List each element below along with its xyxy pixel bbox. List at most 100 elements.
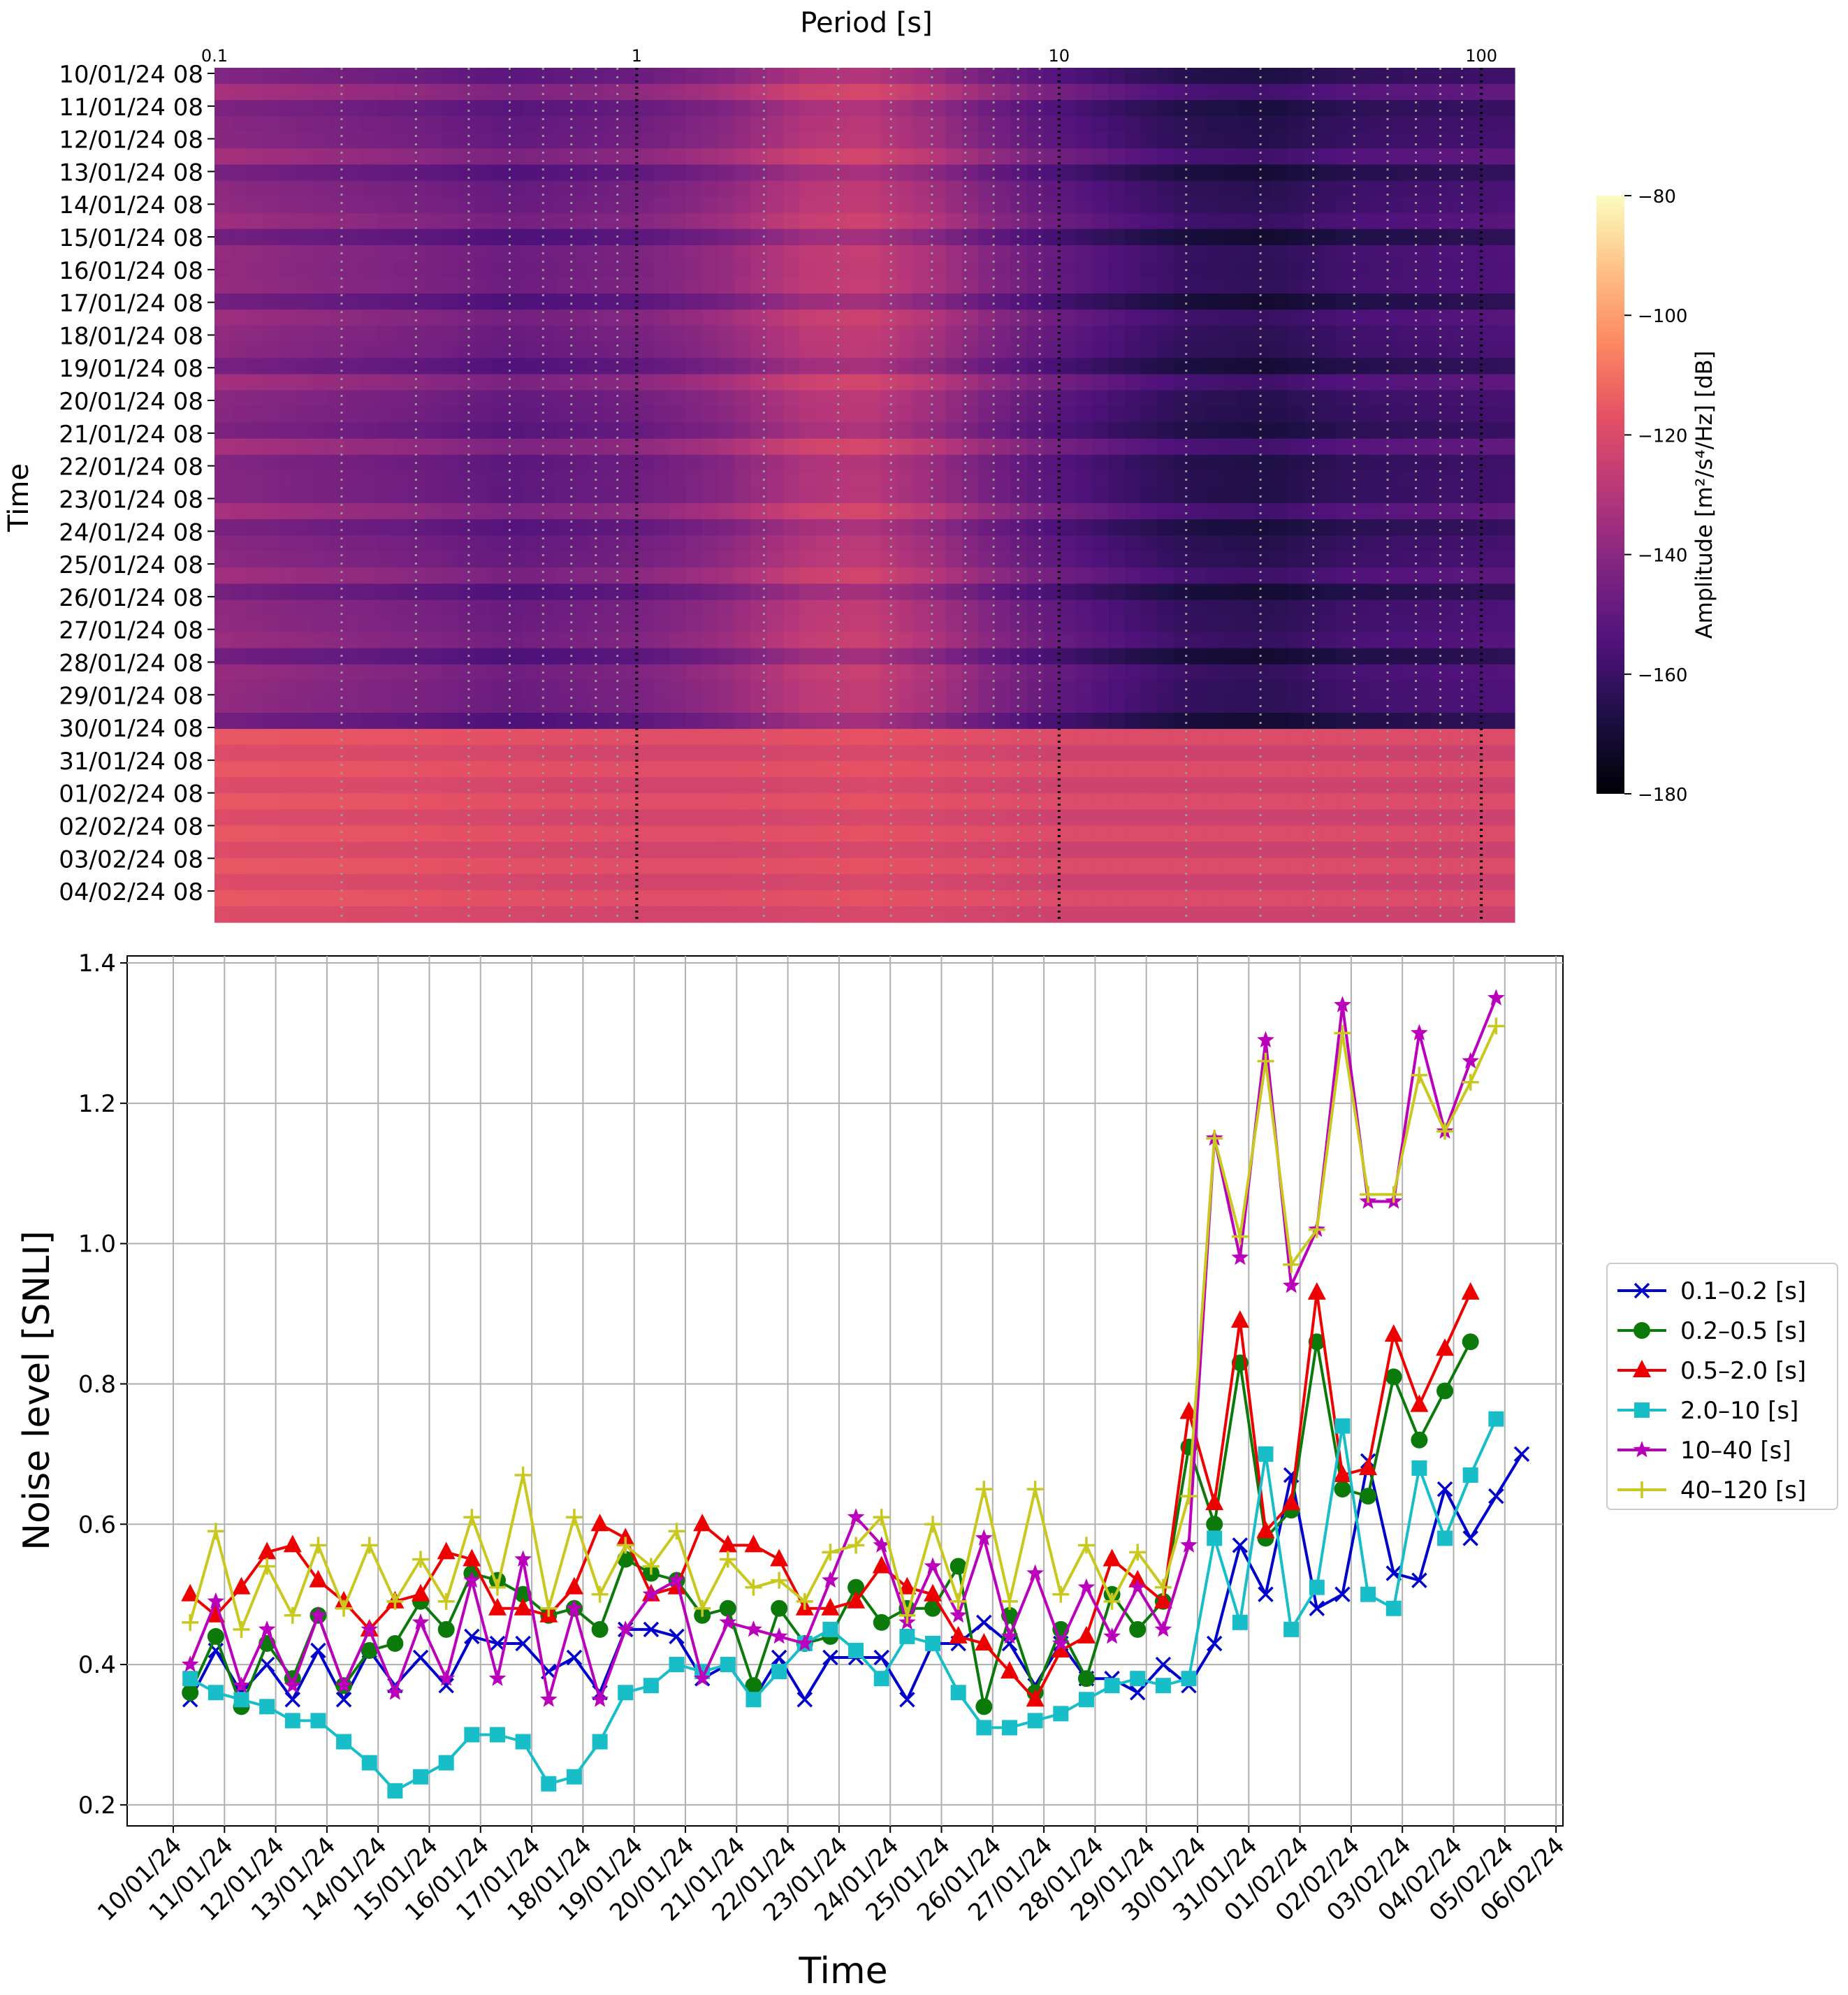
heatmap-cell (1189, 825, 1207, 843)
heatmap-cell (1417, 729, 1434, 746)
heatmap-cell (620, 729, 638, 746)
heatmap-cell (783, 680, 801, 697)
heatmap-cell (620, 825, 638, 843)
heatmap-cell (994, 632, 1012, 649)
heatmap-cell (1449, 567, 1467, 585)
heatmap-cell (1222, 116, 1239, 133)
heatmap-cell (1222, 696, 1239, 713)
heatmap-cell (1124, 713, 1142, 730)
heatmap-cell (604, 406, 622, 423)
heatmap-cell (1271, 310, 1288, 326)
heatmap-cell (361, 342, 378, 358)
heatmap-cell (409, 228, 427, 246)
heatmap-cell (1336, 713, 1353, 730)
heatmap-cell (263, 857, 280, 875)
heatmap-cell (247, 116, 264, 133)
heatmap-cell (1498, 390, 1515, 407)
heatmap-cell (718, 793, 735, 811)
heatmap-cell (296, 793, 313, 811)
heatmap-cell (815, 696, 833, 713)
heatmap-cell (409, 438, 427, 456)
heatmap-cell (296, 713, 313, 730)
heatmap-cell (1368, 567, 1385, 585)
heatmap-cell (1124, 890, 1142, 907)
heatmap-cell (523, 293, 540, 310)
heatmap-cell (978, 616, 996, 633)
heatmap-cell (1108, 422, 1126, 440)
heatmap-cell (1498, 164, 1515, 182)
heatmap-cell (848, 632, 866, 649)
heatmap-cell (1173, 277, 1191, 294)
heatmap-cell (1222, 906, 1239, 923)
heatmap-cell (523, 100, 540, 117)
data-point (387, 1783, 403, 1799)
data-point (1436, 1382, 1454, 1400)
heatmap-cell (328, 310, 345, 326)
heatmap-cell (442, 519, 459, 536)
heatmap-cell (296, 906, 313, 923)
heatmap-cell (474, 729, 492, 746)
heatmap-cell (897, 148, 914, 166)
heatmap-cell (1384, 148, 1402, 166)
heatmap-cell (783, 519, 801, 536)
heatmap-cell (636, 648, 654, 665)
data-point (386, 1634, 404, 1652)
heatmap-cell (1010, 906, 1028, 923)
heatmap-y-tick-label: 26/01/24 08 (59, 584, 203, 612)
heatmap-cell (572, 228, 589, 246)
heatmap-cell (1254, 551, 1272, 568)
heatmap-cell (962, 486, 979, 504)
heatmap-cell (1027, 228, 1044, 246)
heatmap-cell (620, 503, 638, 520)
heatmap-cell (1027, 616, 1044, 633)
heatmap-cell (1043, 906, 1061, 923)
heatmap-cell (1059, 245, 1077, 262)
heatmap-cell (1238, 583, 1256, 601)
heatmap-cell (1124, 793, 1142, 811)
heatmap-cell (1140, 164, 1158, 182)
heatmap-cell (945, 793, 963, 811)
heatmap-cell (718, 164, 735, 182)
heatmap-cell (913, 535, 931, 552)
heatmap-cell (897, 390, 914, 407)
heatmap-cell (1466, 310, 1483, 326)
heatmap-cell (1108, 745, 1126, 762)
heatmap-cell (1010, 809, 1028, 827)
heatmap-cell (1043, 116, 1061, 133)
heatmap-cell (701, 503, 719, 520)
heatmap-cell (361, 745, 378, 762)
heatmap-cell (994, 326, 1012, 342)
heatmap-cell (1059, 390, 1077, 407)
heatmap-cell (1368, 390, 1385, 407)
heatmap-cell (734, 567, 752, 585)
heatmap-cell (312, 680, 329, 697)
heatmap-cell (913, 132, 931, 149)
heatmap-cell (994, 873, 1012, 891)
heatmap-cells (214, 68, 1515, 923)
heatmap-cell (1287, 664, 1304, 681)
heatmap-cell (913, 100, 931, 117)
heatmap-cell (1173, 551, 1191, 568)
heatmap-cell (1059, 180, 1077, 198)
heatmap-cell (1287, 729, 1304, 746)
heatmap-cell (978, 212, 996, 230)
heatmap-cell (1498, 196, 1515, 214)
heatmap-cell (848, 616, 866, 633)
heatmap-cell (1027, 583, 1044, 601)
heatmap-cell (783, 100, 801, 117)
data-point (565, 1576, 583, 1595)
heatmap-cell (1206, 326, 1223, 342)
heatmap-cell (994, 164, 1012, 182)
heatmap-cell (897, 180, 914, 198)
heatmap-cell (296, 84, 313, 101)
heatmap-cell (1482, 777, 1499, 794)
heatmap-cell (669, 809, 687, 827)
data-point (873, 1536, 891, 1553)
heatmap-cell (312, 84, 329, 101)
heatmap-cell (1140, 470, 1158, 488)
heatmap-cell (344, 503, 361, 520)
heatmap-cell (312, 729, 329, 746)
heatmap-cell (263, 761, 280, 778)
heatmap-cell (296, 470, 313, 488)
